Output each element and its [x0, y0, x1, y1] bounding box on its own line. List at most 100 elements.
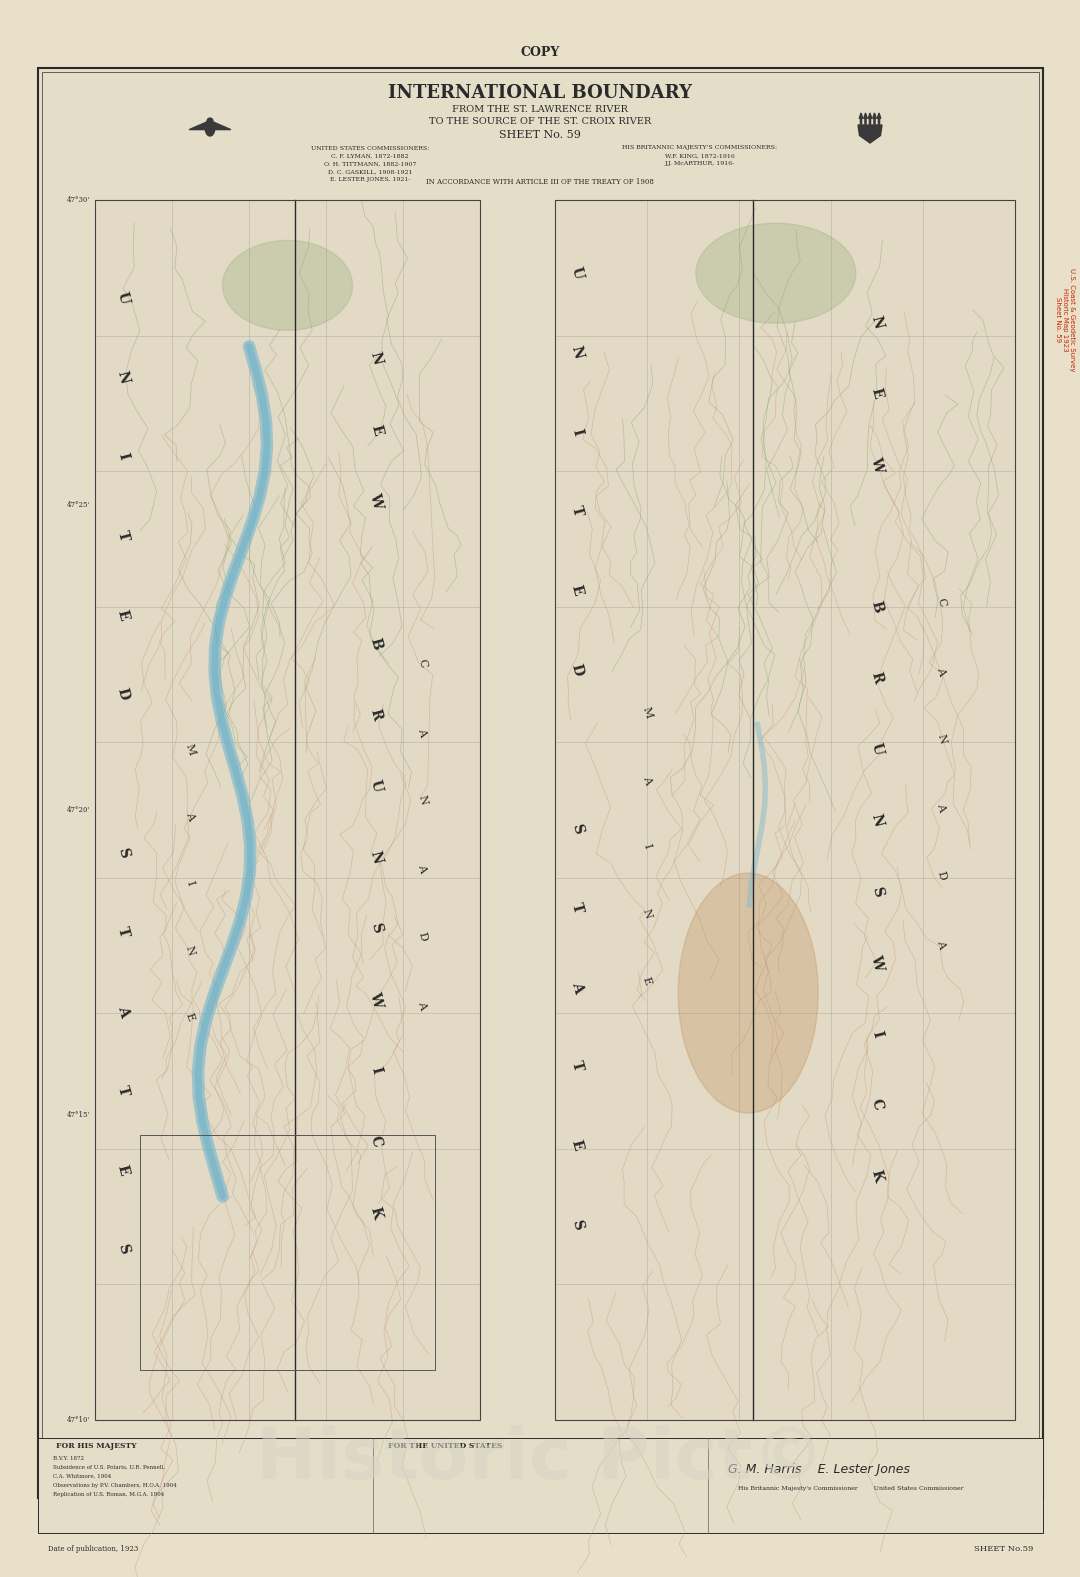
- Text: E: E: [642, 976, 653, 986]
- Text: U: U: [569, 265, 585, 281]
- Text: A: A: [417, 1000, 428, 1011]
- Text: SHEET No. 59: SHEET No. 59: [499, 129, 581, 140]
- Text: S: S: [869, 885, 885, 897]
- Text: U: U: [114, 290, 132, 306]
- Text: FOR HIS MAJESTY: FOR HIS MAJESTY: [56, 1441, 137, 1449]
- FancyArrow shape: [860, 114, 863, 125]
- Text: FROM THE ST. LAWRENCE RIVER: FROM THE ST. LAWRENCE RIVER: [453, 106, 627, 115]
- Text: Replication of U.S. Roman, M.G.A. 1904: Replication of U.S. Roman, M.G.A. 1904: [53, 1492, 164, 1497]
- Text: A: A: [417, 727, 428, 736]
- Text: E: E: [569, 1139, 585, 1153]
- Text: FOR THE UNITED STATES: FOR THE UNITED STATES: [388, 1441, 502, 1449]
- Text: E: E: [114, 1162, 131, 1176]
- Text: K: K: [367, 1205, 384, 1221]
- Polygon shape: [189, 123, 231, 129]
- Text: W: W: [367, 990, 384, 1008]
- Text: 47°10': 47°10': [67, 1416, 90, 1424]
- Ellipse shape: [678, 874, 819, 1113]
- Text: W.F. KING, 1872-1916: W.F. KING, 1872-1916: [665, 153, 734, 159]
- Text: N: N: [416, 795, 429, 806]
- Text: N: N: [184, 945, 197, 957]
- Text: IN ACCORDANCE WITH ARTICLE III OF THE TREATY OF 1908: IN ACCORDANCE WITH ARTICLE III OF THE TR…: [427, 178, 653, 186]
- Text: D: D: [935, 871, 947, 882]
- Text: A: A: [935, 938, 947, 949]
- FancyArrow shape: [873, 114, 876, 125]
- Text: B: B: [368, 636, 384, 651]
- Text: UNITED STATES COMMISSIONERS:: UNITED STATES COMMISSIONERS:: [311, 145, 429, 150]
- Text: C.A. Whitmore, 1904: C.A. Whitmore, 1904: [53, 1474, 111, 1479]
- Polygon shape: [858, 125, 882, 144]
- Text: I: I: [116, 451, 131, 460]
- Circle shape: [207, 118, 213, 125]
- Text: HIS BRITANNIC MAJESTY'S COMMISSIONERS:: HIS BRITANNIC MAJESTY'S COMMISSIONERS:: [622, 145, 778, 150]
- Text: C: C: [868, 1098, 886, 1112]
- Text: U: U: [367, 777, 384, 793]
- Text: 47°20': 47°20': [67, 806, 90, 814]
- Text: E: E: [114, 607, 131, 621]
- Text: E: E: [569, 583, 585, 598]
- Text: D. C. GASKILL, 1908-1921: D. C. GASKILL, 1908-1921: [327, 169, 413, 175]
- Text: E: E: [869, 386, 886, 401]
- Ellipse shape: [696, 224, 855, 323]
- Text: W: W: [367, 492, 384, 511]
- Text: I: I: [185, 880, 195, 886]
- Bar: [95, 200, 480, 1419]
- Polygon shape: [205, 120, 215, 136]
- Text: Subsidence of U.S. Polaris, U.R. Pennell,: Subsidence of U.S. Polaris, U.R. Pennell…: [53, 1465, 165, 1470]
- Text: I: I: [368, 1064, 383, 1076]
- Text: C: C: [935, 598, 947, 609]
- Text: A: A: [642, 774, 653, 785]
- Text: E. LESTER JONES, 1921-: E. LESTER JONES, 1921-: [329, 178, 410, 183]
- Text: U: U: [868, 741, 886, 757]
- FancyArrow shape: [864, 114, 867, 125]
- FancyArrow shape: [877, 114, 881, 125]
- FancyArrow shape: [868, 114, 872, 125]
- Text: Historic Pict©: Historic Pict©: [256, 1426, 824, 1495]
- Text: N: N: [640, 907, 653, 919]
- Text: A: A: [935, 803, 947, 812]
- Text: S: S: [114, 1243, 131, 1255]
- Text: W: W: [868, 953, 886, 971]
- Text: D: D: [569, 662, 585, 678]
- Text: C. F. LYMAN, 1872-1882: C. F. LYMAN, 1872-1882: [332, 153, 409, 159]
- Bar: [38, 1438, 1043, 1533]
- Text: TO THE SOURCE OF THE ST. CROIX RIVER: TO THE SOURCE OF THE ST. CROIX RIVER: [429, 117, 651, 126]
- Text: S: S: [114, 845, 131, 859]
- Text: A: A: [569, 979, 585, 994]
- Text: N: N: [868, 314, 886, 330]
- Text: N: N: [568, 344, 585, 361]
- Text: N: N: [935, 733, 947, 746]
- Text: T: T: [569, 900, 585, 915]
- Text: N: N: [868, 812, 886, 828]
- Text: E: E: [184, 1012, 195, 1023]
- Text: T: T: [569, 505, 585, 517]
- Text: S: S: [368, 921, 384, 935]
- Text: D: D: [114, 686, 132, 702]
- Text: A: A: [417, 863, 428, 874]
- Text: N: N: [367, 350, 384, 366]
- Bar: [555, 200, 1015, 1419]
- Text: A: A: [935, 665, 947, 677]
- Text: U.S. Coast & Geodetic Survey
Historic Map 1923
Sheet No. 59: U.S. Coast & Geodetic Survey Historic Ma…: [1055, 268, 1075, 372]
- Text: R: R: [368, 706, 384, 722]
- Text: C: C: [368, 1134, 384, 1148]
- Text: B: B: [868, 599, 886, 613]
- Text: M: M: [640, 705, 653, 719]
- Text: G. M. Harris    E. Lester Jones: G. M. Harris E. Lester Jones: [728, 1463, 910, 1476]
- Text: Observations by P.V. Chambers, H.O.A. 1904: Observations by P.V. Chambers, H.O.A. 19…: [53, 1482, 177, 1489]
- Text: C: C: [416, 658, 428, 669]
- Text: W: W: [868, 456, 886, 473]
- Text: B.V.Y. 1872: B.V.Y. 1872: [53, 1456, 84, 1460]
- Text: COPY: COPY: [521, 46, 559, 58]
- Text: 47°15': 47°15': [67, 1112, 90, 1120]
- Text: I: I: [569, 427, 584, 437]
- Text: M: M: [184, 743, 197, 755]
- Text: S: S: [569, 822, 585, 834]
- Text: D: D: [416, 932, 429, 943]
- Text: T: T: [569, 1060, 585, 1072]
- Text: R: R: [868, 670, 886, 684]
- Text: T: T: [114, 1083, 131, 1098]
- Text: Date of publication, 1923: Date of publication, 1923: [48, 1545, 138, 1553]
- Text: I: I: [642, 844, 652, 850]
- Text: O. H. TITTMANN, 1882-1907: O. H. TITTMANN, 1882-1907: [324, 161, 416, 167]
